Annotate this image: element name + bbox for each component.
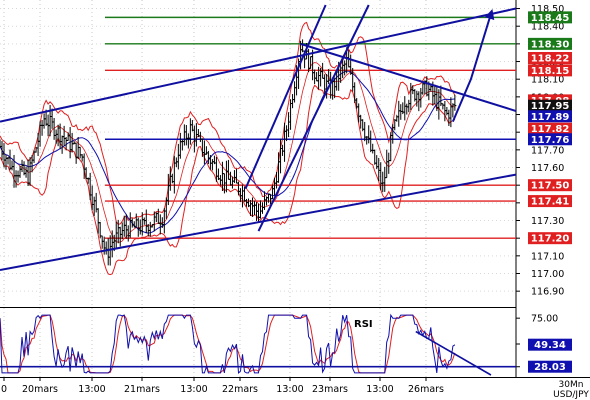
price-tick-label: 117.30 [531,216,564,227]
price-badge-117.41: 117.41 [528,195,572,208]
price-badge-118.22: 118.22 [528,51,572,64]
svg-text:117.82: 117.82 [531,124,570,135]
svg-text:28.03: 28.03 [534,362,566,373]
rsi-badge-28.03: 28.03 [528,360,572,373]
price-badge-117.20: 117.20 [528,232,572,245]
bollinger-upper-band [0,21,456,225]
price-tick-label: 118.10 [531,75,564,86]
svg-text:117.20: 117.20 [531,234,570,245]
price-tick-label: 118.50 [531,4,564,15]
time-tick-label: 26mars [408,384,444,395]
svg-text:49.34: 49.34 [534,340,566,351]
price-badge-117.76: 117.76 [528,133,572,146]
moving-average-line [0,70,455,234]
svg-text:117.95: 117.95 [531,101,570,112]
svg-text:118.45: 118.45 [531,13,570,24]
svg-text:118.22: 118.22 [531,53,570,64]
candle [453,94,457,111]
price-tick-label: 116.90 [531,287,564,298]
price-badge-117.50: 117.50 [528,179,572,192]
time-tick-label: 20mars [22,384,58,395]
time-tick-label: 21mars [124,384,160,395]
price-tick-label: 118.40 [531,22,564,33]
svg-text:118.30: 118.30 [531,39,570,50]
rsi-plot [0,313,516,376]
price-tick-label: 117.70 [531,145,564,156]
chart-overlay [451,9,495,122]
bollinger-mid-band [0,62,456,243]
timeframe-label: 30Mn [559,380,584,390]
time-tick-label: 13:00 [276,384,303,395]
time-tick-label: 13:00 [78,384,105,395]
price-plot [0,4,516,276]
time-tick-label: 22mars [222,384,258,395]
rsi-line [0,313,456,374]
svg-text:117.89: 117.89 [531,112,570,123]
trendline [300,42,516,112]
price-tick-label: 117.10 [531,251,564,262]
price-badge-117.82: 117.82 [528,122,572,135]
time-axis: 0 20mars 13:00 21mars 13:00 22mars 13:00 23mars… [1,377,444,395]
trendline [257,4,370,232]
svg-text:118.15: 118.15 [531,66,570,77]
price-badges: 118.45118.30118.22118.15117.98117.95117.… [528,11,572,373]
time-tick-label: 13:00 [180,384,207,395]
price-badge-117.95: 117.95 [528,99,572,112]
price-tick-label: 117.60 [531,163,564,174]
trendline [0,7,516,123]
svg-text:117.76: 117.76 [531,135,570,146]
time-tick-label: 23mars [312,384,348,395]
price-badge-118.45: 118.45 [528,11,572,24]
forecast-arrow [451,9,495,122]
rsi-badge-49.34: 49.34 [528,338,572,351]
price-tick-label: 117.00 [531,269,564,280]
time-tick-label: 0 [1,384,7,395]
price-badge-117.89: 117.89 [528,110,572,123]
rsi-tick-label: 75.00 [531,314,558,325]
trendline [244,4,327,190]
trendline [0,173,516,271]
svg-text:117.50: 117.50 [531,181,570,192]
price-badge-118.30: 118.30 [528,37,572,50]
price-panel [0,0,516,305]
time-tick-label: 13:00 [366,384,393,395]
pair-label: USD/JPY [553,390,589,400]
rsi-trendline [415,330,492,376]
rsi-title: RSI [354,319,373,330]
svg-text:117.41: 117.41 [531,197,570,208]
price-badge-118.15: 118.15 [528,64,572,77]
